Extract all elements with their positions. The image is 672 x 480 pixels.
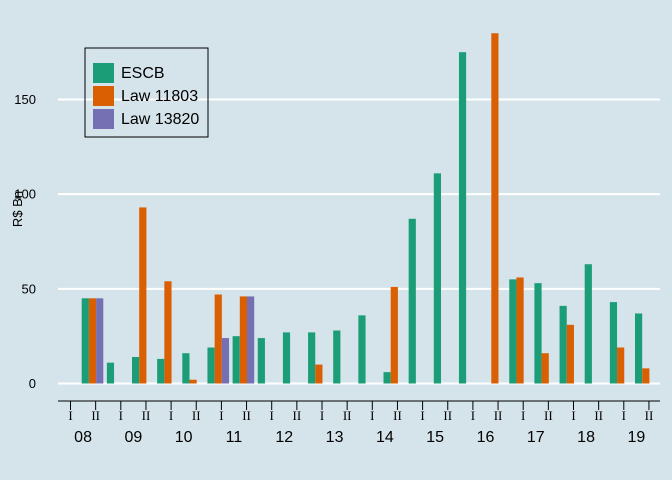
half-year-label: I (320, 408, 324, 423)
bar (106, 362, 115, 384)
half-year-label: I (420, 408, 424, 423)
year-label: 16 (477, 429, 495, 446)
half-year-label: I (68, 408, 72, 423)
bar (635, 313, 643, 384)
bar (491, 33, 499, 384)
half-year-label: II (91, 408, 100, 423)
bar (584, 264, 592, 384)
half-year-label: I (219, 408, 223, 423)
bar (541, 353, 549, 384)
y-axis-title: R$ Bn (10, 191, 25, 227)
legend-label: Law 11803 (121, 88, 198, 105)
half-year-label: II (494, 408, 503, 423)
bar (559, 305, 567, 384)
bar (207, 347, 215, 384)
bar (534, 283, 542, 384)
half-year-label: II (293, 408, 302, 423)
year-label: 11 (226, 429, 243, 446)
half-year-label: II (544, 408, 553, 423)
bar (458, 52, 467, 384)
bar (257, 338, 265, 384)
bar (433, 173, 441, 384)
bar (81, 298, 89, 384)
y-tick-label: 150 (14, 92, 36, 107)
year-label: 19 (627, 429, 645, 446)
bar (358, 315, 366, 384)
bar (157, 358, 165, 384)
bar (390, 286, 398, 384)
legend-label: Law 13820 (121, 111, 199, 128)
half-year-label: I (270, 408, 274, 423)
y-tick-label: 50 (22, 281, 36, 296)
bar (509, 279, 517, 384)
legend: ESCB Law 11803 Law 13820 (84, 47, 209, 138)
y-tick-label: 100 (14, 187, 36, 202)
year-label: 14 (376, 429, 394, 446)
bar (239, 296, 247, 384)
bar (566, 324, 574, 384)
half-year-label: II (343, 408, 352, 423)
half-year-label: II (393, 408, 402, 423)
legend-swatch (93, 109, 114, 129)
bar (96, 298, 104, 384)
bar (182, 353, 190, 384)
half-year-label: I (471, 408, 475, 423)
bar (221, 338, 230, 384)
bar (383, 372, 391, 384)
bar (333, 330, 341, 384)
half-year-label: I (169, 408, 173, 423)
bar (516, 277, 524, 384)
bar (617, 347, 625, 384)
half-year-label: II (242, 408, 251, 423)
legend-swatch (93, 63, 114, 83)
half-year-label: II (594, 408, 603, 423)
bar (214, 294, 222, 384)
bar (609, 302, 618, 384)
half-year-label: II (645, 408, 654, 423)
half-year-label: II (192, 408, 201, 423)
bar (189, 379, 197, 384)
bar (232, 336, 240, 384)
bar (642, 368, 650, 384)
year-label: 10 (175, 429, 193, 446)
legend-box (84, 47, 209, 138)
bar (247, 296, 255, 384)
year-label: 13 (326, 429, 344, 446)
legend-label: ESCB (121, 65, 165, 82)
y-tick-label: 0 (29, 376, 36, 391)
half-year-label: I (370, 408, 374, 423)
bar (308, 332, 316, 384)
bar (315, 364, 323, 384)
half-year-label: I (622, 408, 626, 423)
year-label: 18 (577, 429, 595, 446)
bar (282, 332, 291, 384)
half-year-label: I (521, 408, 525, 423)
year-label: 09 (124, 429, 142, 446)
year-label: 08 (74, 429, 92, 446)
bar (164, 281, 172, 384)
legend-swatch (93, 86, 114, 106)
bars (81, 33, 650, 384)
bar (88, 298, 97, 384)
bar (139, 207, 147, 384)
bar (408, 218, 416, 384)
year-label: 12 (275, 429, 293, 446)
half-year-label: I (119, 408, 123, 423)
year-label: 15 (426, 429, 444, 446)
y-axis: 0 50 100 150 (14, 92, 36, 391)
half-year-label: II (443, 408, 452, 423)
half-year-label: II (142, 408, 151, 423)
year-label: 17 (527, 429, 545, 446)
bar (132, 356, 140, 384)
half-year-label: I (571, 408, 575, 423)
